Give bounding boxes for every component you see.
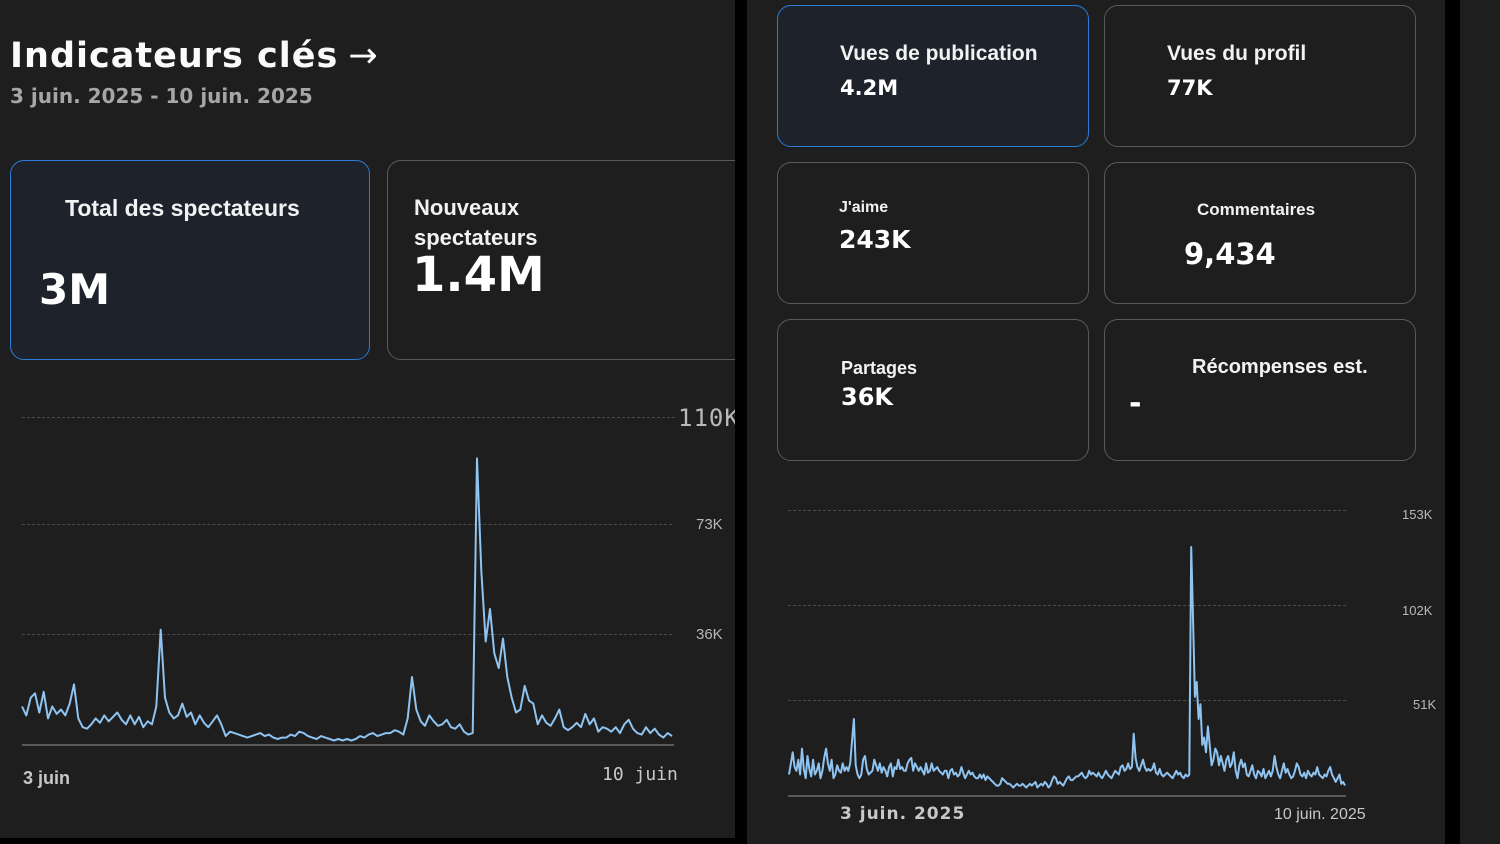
y-tick-153k: 153K xyxy=(1402,507,1433,522)
x-tick-start: 3 juin xyxy=(23,768,71,788)
card-rewards[interactable]: Récompenses est. - xyxy=(1104,319,1416,461)
left-panel: Indicateurs clés → 3 juin. 2025 - 10 juin… xyxy=(0,0,735,838)
card-likes-label: J'aime xyxy=(839,199,889,216)
chart-baseline xyxy=(788,795,1346,797)
gridline-low xyxy=(788,700,1346,701)
arrow-right-icon[interactable]: → xyxy=(348,36,379,76)
gridline-mid xyxy=(22,524,672,525)
y-tick-73k: 73K xyxy=(696,516,723,533)
card-new-viewers[interactable]: Nouveaux spectateurs 1.4M xyxy=(387,160,735,360)
chart-baseline xyxy=(22,744,674,746)
card-rewards-label: Récompenses est. xyxy=(1192,356,1368,378)
card-likes-value: 243K xyxy=(839,225,911,254)
y-tick-110k: 110K xyxy=(678,404,735,432)
card-profile-views-value: 77K xyxy=(1167,76,1213,100)
right-series-line xyxy=(788,546,1346,789)
gridline-top xyxy=(788,510,1346,511)
card-comments-value: 9,434 xyxy=(1184,237,1276,271)
card-post-views-value: 4.2M xyxy=(840,76,899,100)
x-tick-end: 10 juin. 2025 xyxy=(1274,806,1366,823)
y-tick-36k: 36K xyxy=(696,626,723,643)
right-edge-strip xyxy=(1460,0,1500,844)
card-rewards-value: - xyxy=(1129,386,1142,421)
card-likes[interactable]: J'aime 243K xyxy=(777,162,1089,304)
left-chart-line xyxy=(21,457,673,742)
page-title-text: Indicateurs clés xyxy=(10,36,339,76)
card-profile-views-label: Vues du profil xyxy=(1167,42,1307,65)
card-post-views-label: Vues de publication xyxy=(840,42,1038,65)
card-new-viewers-label: Nouveaux spectateurs xyxy=(414,195,538,250)
card-total-viewers[interactable]: Total des spectateurs 3M xyxy=(10,160,370,360)
right-chart-line xyxy=(788,546,1346,789)
card-total-viewers-value: 3M xyxy=(39,265,111,314)
date-range: 3 juin. 2025 - 10 juin. 2025 xyxy=(10,84,313,108)
card-post-views[interactable]: Vues de publication 4.2M xyxy=(777,5,1089,147)
card-profile-views[interactable]: Vues du profil 77K xyxy=(1104,5,1416,147)
gridline-top xyxy=(22,417,675,418)
card-comments[interactable]: Commentaires 9,434 xyxy=(1104,162,1416,304)
gridline-mid xyxy=(788,605,1346,606)
card-total-viewers-label: Total des spectateurs xyxy=(65,195,300,221)
x-tick-start: 3 juin. 2025 xyxy=(840,804,966,824)
card-shares-label: Partages xyxy=(841,358,918,378)
y-tick-51k: 51K xyxy=(1413,697,1437,712)
card-new-viewers-value: 1.4M xyxy=(412,247,545,303)
y-tick-102k: 102K xyxy=(1402,603,1433,618)
right-panel: Vues de publication 4.2M Vues du profil … xyxy=(747,0,1445,844)
x-tick-end: 10 juin xyxy=(602,764,678,785)
card-shares[interactable]: Partages 36K xyxy=(777,319,1089,461)
left-series-line xyxy=(21,457,673,742)
card-comments-label: Commentaires xyxy=(1197,200,1316,219)
card-shares-value: 36K xyxy=(841,383,893,411)
page-title[interactable]: Indicateurs clés → xyxy=(10,36,379,76)
gridline-low xyxy=(22,634,672,635)
